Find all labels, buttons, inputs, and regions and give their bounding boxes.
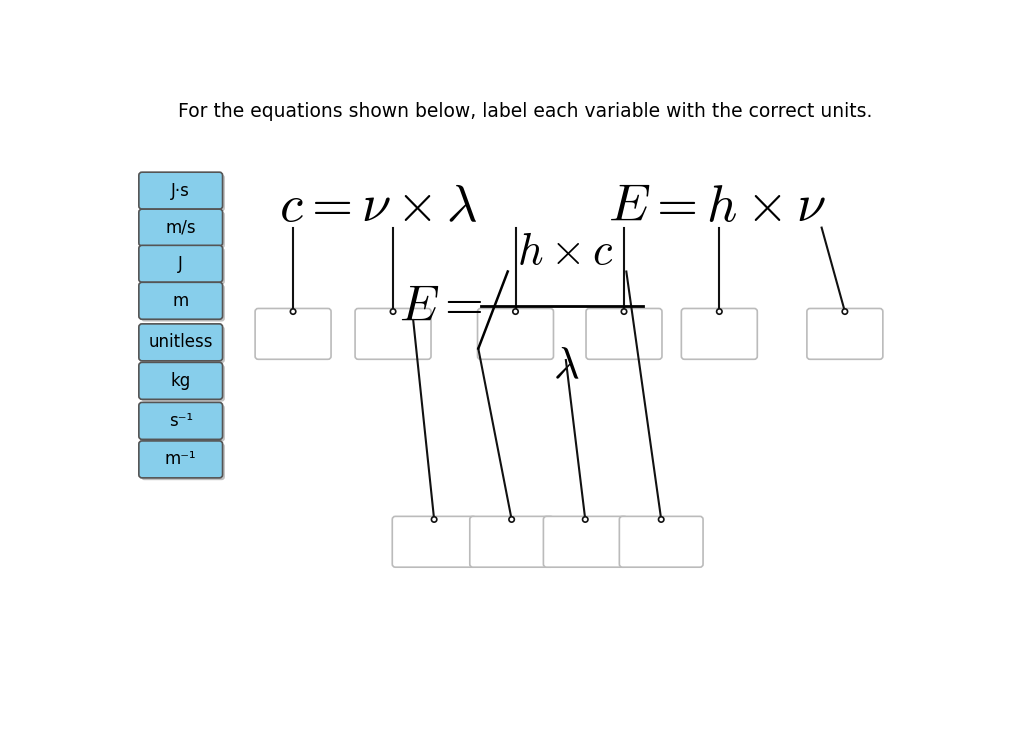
FancyBboxPatch shape — [141, 174, 225, 211]
FancyBboxPatch shape — [355, 308, 431, 359]
FancyBboxPatch shape — [139, 209, 222, 246]
FancyBboxPatch shape — [139, 172, 222, 209]
FancyBboxPatch shape — [141, 326, 225, 363]
FancyBboxPatch shape — [139, 282, 222, 319]
Text: m⁻¹: m⁻¹ — [165, 451, 197, 469]
Text: J: J — [178, 255, 183, 273]
Text: kg: kg — [171, 372, 190, 390]
FancyBboxPatch shape — [141, 284, 225, 321]
Circle shape — [622, 309, 627, 314]
Text: For the equations shown below, label each variable with the correct units.: For the equations shown below, label eac… — [177, 102, 872, 121]
Text: s⁻¹: s⁻¹ — [169, 412, 193, 430]
Text: $h \times c$: $h \times c$ — [517, 230, 614, 273]
FancyBboxPatch shape — [139, 441, 222, 478]
Text: J·s: J·s — [171, 182, 190, 200]
FancyBboxPatch shape — [477, 308, 554, 359]
FancyBboxPatch shape — [141, 443, 225, 480]
Text: $E = h \times \nu$: $E = h \times \nu$ — [608, 181, 826, 233]
FancyBboxPatch shape — [586, 308, 662, 359]
FancyBboxPatch shape — [139, 324, 222, 361]
Text: $E =$: $E =$ — [399, 282, 483, 330]
Circle shape — [431, 517, 437, 522]
Text: m/s: m/s — [166, 219, 196, 237]
FancyBboxPatch shape — [141, 211, 225, 249]
FancyBboxPatch shape — [141, 405, 225, 442]
FancyBboxPatch shape — [139, 402, 222, 440]
FancyBboxPatch shape — [470, 516, 554, 567]
Circle shape — [291, 309, 296, 314]
Circle shape — [717, 309, 722, 314]
Text: $\lambda$: $\lambda$ — [553, 345, 580, 388]
Circle shape — [658, 517, 664, 522]
FancyBboxPatch shape — [139, 246, 222, 282]
Text: $c = \nu \times \lambda$: $c = \nu \times \lambda$ — [280, 181, 478, 233]
FancyBboxPatch shape — [392, 516, 476, 567]
Circle shape — [509, 517, 514, 522]
FancyBboxPatch shape — [139, 362, 222, 399]
FancyBboxPatch shape — [620, 516, 703, 567]
FancyBboxPatch shape — [141, 364, 225, 402]
Text: unitless: unitless — [148, 333, 213, 351]
Circle shape — [842, 309, 848, 314]
Circle shape — [583, 517, 588, 522]
FancyBboxPatch shape — [807, 308, 883, 359]
Circle shape — [513, 309, 518, 314]
FancyBboxPatch shape — [141, 248, 225, 284]
FancyBboxPatch shape — [544, 516, 627, 567]
Circle shape — [390, 309, 395, 314]
FancyBboxPatch shape — [681, 308, 758, 359]
Text: m: m — [173, 292, 188, 310]
FancyBboxPatch shape — [255, 308, 331, 359]
